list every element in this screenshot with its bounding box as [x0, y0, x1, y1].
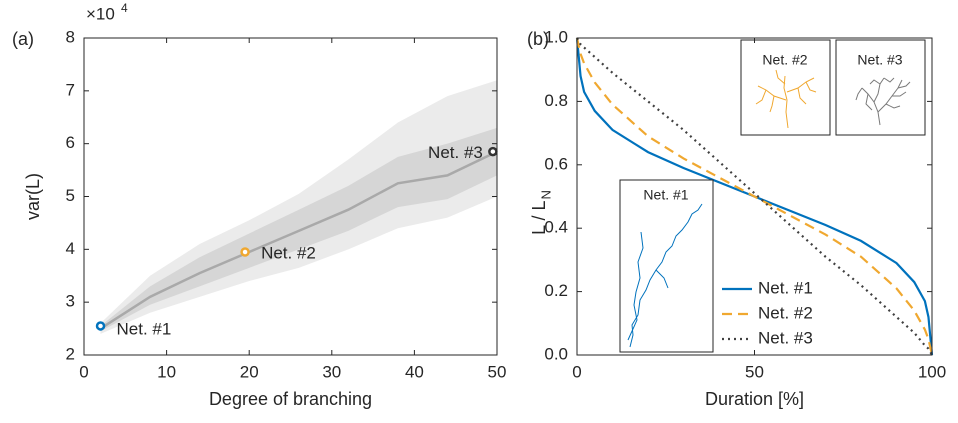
y-tick-label: 6 [66, 133, 75, 152]
series-line [575, 37, 934, 356]
point-label: Net. #1 [117, 319, 172, 338]
y-tick-label: 0.6 [544, 154, 568, 173]
y-axis-label-main: L / L [529, 201, 549, 235]
y-tick-label: 3 [66, 292, 75, 311]
panel-label: (b) [527, 29, 549, 49]
x-tick-label: 50 [745, 362, 764, 381]
point-marker [488, 146, 498, 157]
inset-net-2: Net. #2 [740, 39, 831, 136]
inset-tree [755, 69, 817, 129]
x-tick-label: 30 [322, 362, 341, 381]
x-tick-label: 50 [488, 362, 507, 381]
legend-label: Net. #1 [758, 278, 813, 297]
inset-box [835, 39, 926, 136]
inset-net-3: Net. #3 [835, 39, 926, 136]
x-axis-label: Degree of branching [209, 389, 372, 409]
mean-line [99, 150, 498, 330]
y-tick-label: 0.4 [544, 218, 568, 237]
y-axis-label: var(L) [23, 173, 43, 220]
x-tick-label: 20 [240, 362, 259, 381]
y-axis-label-subscript: N [538, 190, 553, 199]
inset-tree [855, 77, 911, 126]
y-multiplier: ×10 [86, 4, 115, 23]
inset-tree [629, 203, 703, 348]
inset-tree [655, 269, 669, 289]
y-tick-label: 0.2 [544, 281, 568, 300]
point-marker [240, 247, 250, 257]
point-label: Net. #3 [428, 143, 483, 162]
panel-label: (a) [12, 29, 34, 49]
x-axis-label: Duration [%] [705, 389, 804, 409]
x-tick-label: 0 [79, 362, 88, 381]
x-tick-label: 100 [918, 362, 946, 381]
y-tick-label: 2 [66, 344, 75, 363]
x-tick-label: 40 [405, 362, 424, 381]
y-multiplier-exponent: 4 [121, 1, 128, 15]
inset-net-1: Net. #1 [619, 179, 714, 353]
point-label: Net. #2 [261, 243, 316, 262]
y-tick-label: 8 [66, 27, 75, 46]
y-tick-label: 7 [66, 80, 75, 99]
point-marker [95, 321, 106, 331]
x-tick-label: 0 [572, 362, 581, 381]
inset-box [740, 39, 831, 136]
legend-label: Net. #3 [758, 328, 813, 347]
legend-label: Net. #2 [758, 303, 813, 322]
inset-label: Net. #3 [857, 52, 902, 68]
inset-tree [627, 231, 644, 341]
y-tick-label: 4 [66, 239, 75, 258]
y-tick-label: 1.0 [544, 27, 568, 46]
y-tick-label: 0.0 [544, 344, 568, 363]
y-tick-label: 5 [66, 186, 75, 205]
y-tick-label: 0.8 [544, 91, 568, 110]
y-axis-label-main: var(L) [23, 173, 43, 220]
y-axis-label: L / L N [529, 190, 554, 235]
inset-label: Net. #1 [643, 187, 688, 203]
x-tick-label: 10 [157, 362, 176, 381]
inset-label: Net. #2 [762, 52, 807, 68]
